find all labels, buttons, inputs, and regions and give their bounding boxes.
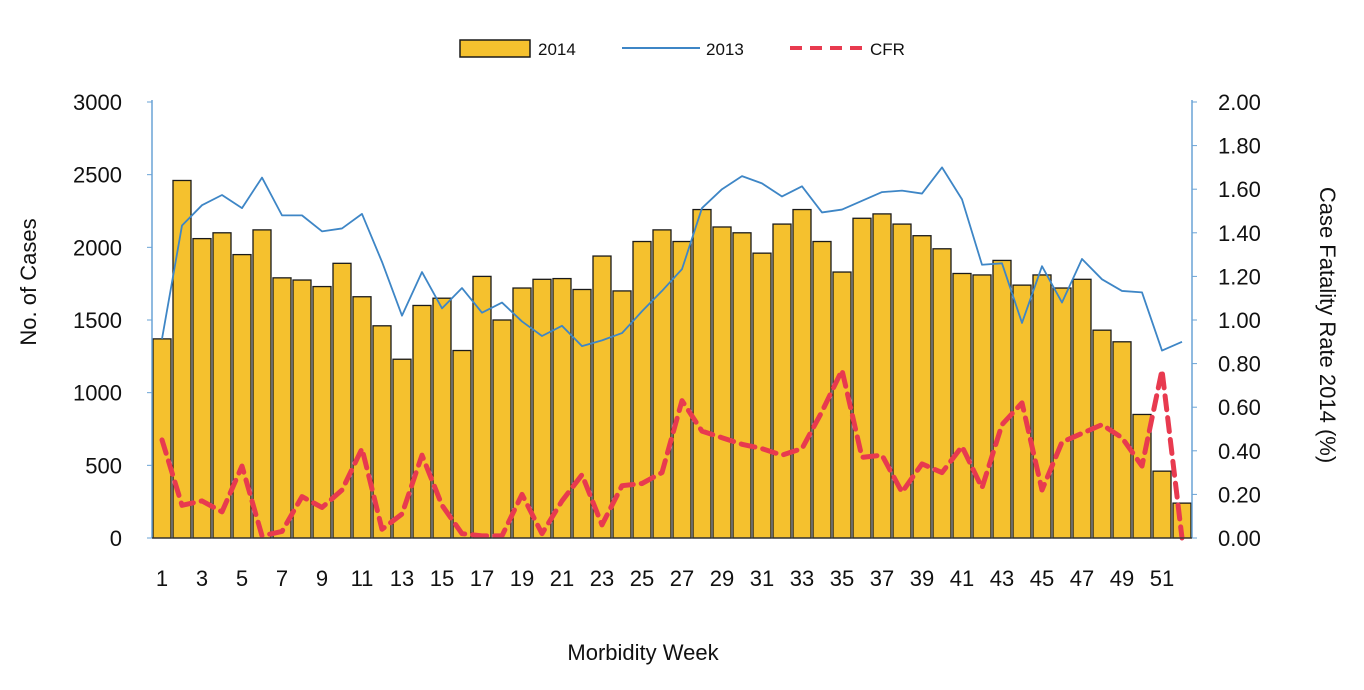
bar-2014-week-14 xyxy=(412,304,432,539)
y2-tick-label: 1.40 xyxy=(1218,221,1261,246)
y-axis-title: No. of Cases xyxy=(16,218,41,345)
legend-label-cfr: CFR xyxy=(870,40,905,59)
bar-2014-week-49 xyxy=(1112,341,1132,539)
bar-2014-week-13 xyxy=(392,358,412,539)
x-tick-label: 45 xyxy=(1030,566,1054,591)
bar-2014-week-30 xyxy=(732,232,752,539)
bar-2014-week-28 xyxy=(692,208,712,539)
x-tick-label: 13 xyxy=(390,566,414,591)
line-2013 xyxy=(161,166,1183,352)
x-tick-label: 25 xyxy=(630,566,654,591)
bar-2014-week-17 xyxy=(472,275,492,539)
x-tick-label: 49 xyxy=(1110,566,1134,591)
y2-tick-label: 1.80 xyxy=(1218,134,1261,159)
bars-2014 xyxy=(152,179,1192,539)
x-tick-label: 11 xyxy=(351,566,374,591)
x-tick-label: 33 xyxy=(790,566,814,591)
axes: 0 500 1000 1500 2000 2500 3000 0.00 0.20 0.40 0.60… xyxy=(73,90,1261,591)
y2-tick-label: 0.40 xyxy=(1218,439,1261,464)
bar-2014-week-39 xyxy=(912,235,932,539)
x-tick-label: 41 xyxy=(950,566,974,591)
y-tick-label: 1000 xyxy=(73,381,122,406)
legend-label-2013: 2013 xyxy=(706,40,744,59)
legend-swatch-2014 xyxy=(459,39,531,58)
y2-tick-label: 0.80 xyxy=(1218,352,1261,377)
legend-label-2014: 2014 xyxy=(538,40,576,59)
x-tick-label: 23 xyxy=(590,566,614,591)
x-tick-label: 9 xyxy=(316,566,328,591)
bar-2014-week-26 xyxy=(652,229,672,539)
bar-2014-week-46 xyxy=(1052,287,1072,539)
x-tick-label: 27 xyxy=(670,566,694,591)
x-tick-label: 19 xyxy=(510,566,534,591)
bar-2014-week-16 xyxy=(452,349,472,539)
x-tick-label: 21 xyxy=(550,566,574,591)
bar-2014-week-40 xyxy=(932,248,952,539)
bar-2014-week-41 xyxy=(952,272,972,539)
y2-tick-label: 1.00 xyxy=(1218,308,1261,333)
bar-2014-week-22 xyxy=(572,288,592,539)
bar-2014-week-23 xyxy=(592,255,612,539)
x-tick-label: 1 xyxy=(156,566,168,591)
bar-2014-week-25 xyxy=(632,240,652,539)
bar-2014-week-48 xyxy=(1092,329,1112,539)
bar-2014-week-36 xyxy=(852,217,872,539)
bar-2014-week-5 xyxy=(232,253,252,539)
x-tick-label: 43 xyxy=(990,566,1014,591)
bar-2014-week-51 xyxy=(1152,470,1172,539)
x-tick-label: 7 xyxy=(276,566,288,591)
x-axis-title: Morbidity Week xyxy=(567,640,719,665)
y2-tick-label: 0.60 xyxy=(1218,395,1261,420)
y-tick-label: 500 xyxy=(85,453,122,478)
series-lines xyxy=(159,166,1185,541)
bar-2014-week-34 xyxy=(812,240,832,539)
bar-2014-week-29 xyxy=(712,226,732,539)
x-tick-label: 15 xyxy=(430,566,454,591)
y-tick-label: 1500 xyxy=(73,308,122,333)
bar-2014-week-11 xyxy=(352,296,372,539)
x-tick-label: 3 xyxy=(196,566,208,591)
y2-tick-label: 1.20 xyxy=(1218,264,1261,289)
bar-2014-week-42 xyxy=(972,274,992,539)
x-tick-label: 37 xyxy=(870,566,894,591)
y2-tick-label: 0.20 xyxy=(1218,482,1261,507)
bar-2014-week-33 xyxy=(792,208,812,539)
bar-2014-week-7 xyxy=(272,277,292,539)
y2-tick-label: 0.00 xyxy=(1218,526,1261,551)
bar-2014-week-31 xyxy=(752,252,772,539)
bar-2014-week-47 xyxy=(1072,278,1092,539)
y-tick-label: 0 xyxy=(110,526,122,551)
y2-tick-label: 1.60 xyxy=(1218,177,1261,202)
bar-2014-week-3 xyxy=(192,237,212,539)
y-tick-label: 2500 xyxy=(73,163,122,188)
bar-2014-week-43 xyxy=(992,259,1012,539)
x-tick-label: 51 xyxy=(1150,566,1174,591)
legend: 2014 2013 CFR xyxy=(459,39,905,59)
bar-2014-week-20 xyxy=(532,278,552,539)
bar-2014-week-9 xyxy=(312,285,332,539)
bar-2014-week-45 xyxy=(1032,274,1052,539)
line-cfr xyxy=(159,367,1185,541)
y2-tick-label: 2.00 xyxy=(1218,90,1261,115)
bar-2014-week-15 xyxy=(432,297,452,539)
bar-2014-week-37 xyxy=(872,213,892,539)
y2-axis-title: Case Fatality Rate 2014 (%) xyxy=(1315,187,1340,463)
bar-2014-week-6 xyxy=(252,229,272,539)
bar-2014-week-27 xyxy=(672,240,692,539)
y-tick-label: 3000 xyxy=(73,90,122,115)
bar-2014-week-18 xyxy=(492,319,512,539)
y-tick-label: 2000 xyxy=(73,235,122,260)
x-tick-label: 47 xyxy=(1070,566,1094,591)
bar-2014-week-32 xyxy=(772,223,792,539)
x-tick-label: 5 xyxy=(236,566,248,591)
x-tick-label: 35 xyxy=(830,566,854,591)
x-tick-label: 17 xyxy=(470,566,494,591)
x-tick-label: 29 xyxy=(710,566,734,591)
x-tick-label: 39 xyxy=(910,566,934,591)
x-tick-label: 31 xyxy=(750,566,774,591)
